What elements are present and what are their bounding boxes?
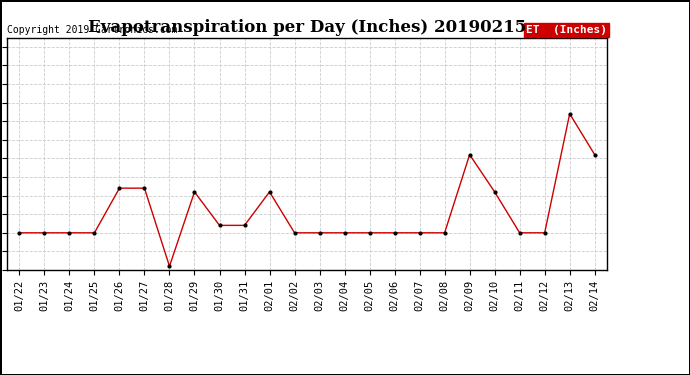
Text: ET  (Inches): ET (Inches) <box>526 25 607 35</box>
Text: Copyright 2019 Cartronics.com: Copyright 2019 Cartronics.com <box>7 25 177 35</box>
Title: Evapotranspiration per Day (Inches) 20190215: Evapotranspiration per Day (Inches) 2019… <box>88 19 526 36</box>
